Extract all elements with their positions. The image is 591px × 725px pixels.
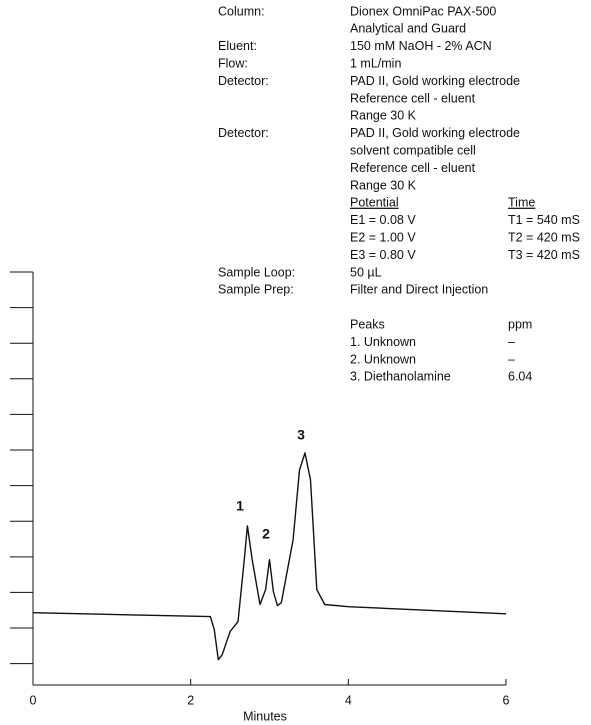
x-axis-label: Minutes xyxy=(243,709,287,723)
condition-value: solvent compatible cell xyxy=(350,143,476,157)
condition-value: 150 mM NaOH - 2% ACN xyxy=(350,39,492,53)
condition-value: Range 30 K xyxy=(350,178,417,192)
table-cell: 2. Unknown xyxy=(350,352,416,366)
condition-value: Analytical and Guard xyxy=(350,22,466,36)
x-tick-label: 2 xyxy=(187,693,194,707)
chromatogram-line xyxy=(32,452,507,661)
table-cell: E3 = 0.80 V xyxy=(350,248,416,262)
table-header: Peaks xyxy=(350,317,385,331)
condition-label: Sample Loop: xyxy=(218,265,295,279)
table-cell: T1 = 540 mS xyxy=(508,213,580,227)
condition-value: Dionex OmniPac PAX-500 xyxy=(350,4,496,18)
table-cell: 6.04 xyxy=(508,370,532,384)
x-tick-label: 6 xyxy=(503,693,510,707)
condition-label: Eluent: xyxy=(218,39,257,53)
condition-label: Column: xyxy=(218,4,265,18)
peak-label: 2 xyxy=(262,526,270,542)
condition-value: 50 µL xyxy=(350,265,382,279)
x-tick-label: 4 xyxy=(345,693,352,707)
peak-label: 1 xyxy=(236,498,244,514)
table-cell: T2 = 420 mS xyxy=(508,230,580,244)
table-cell: – xyxy=(508,352,515,366)
table-cell: 3. Diethanolamine xyxy=(350,370,451,384)
condition-label: Detector: xyxy=(218,74,269,88)
condition-label: Flow: xyxy=(218,56,248,70)
condition-value: PAD II, Gold working electrode xyxy=(350,126,520,140)
peak-label: 3 xyxy=(297,427,305,443)
table-cell: – xyxy=(508,335,515,349)
table-cell: E1 = 0.08 V xyxy=(350,213,416,227)
condition-value: PAD II, Gold working electrode xyxy=(350,74,520,88)
condition-label: Detector: xyxy=(218,126,269,140)
condition-value: Range 30 K xyxy=(350,109,417,123)
table-header: ppm xyxy=(508,317,532,331)
table-header: Time xyxy=(508,196,535,210)
table-cell: E2 = 1.00 V xyxy=(350,230,416,244)
table-cell: T3 = 420 mS xyxy=(508,248,580,262)
condition-value: Reference cell - eluent xyxy=(350,161,476,175)
condition-value: Reference cell - eluent xyxy=(350,91,476,105)
condition-value: Filter and Direct Injection xyxy=(350,283,488,297)
table-header: Potential xyxy=(350,196,399,210)
condition-label: Sample Prep: xyxy=(218,283,294,297)
condition-value: 1 mL/min xyxy=(350,56,401,70)
x-tick-label: 0 xyxy=(30,693,37,707)
table-cell: 1. Unknown xyxy=(350,335,416,349)
